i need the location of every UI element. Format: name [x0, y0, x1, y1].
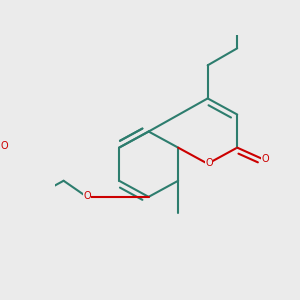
Text: O: O: [206, 158, 213, 168]
Text: O: O: [261, 154, 269, 164]
Text: O: O: [83, 190, 91, 201]
Text: O: O: [1, 141, 8, 152]
